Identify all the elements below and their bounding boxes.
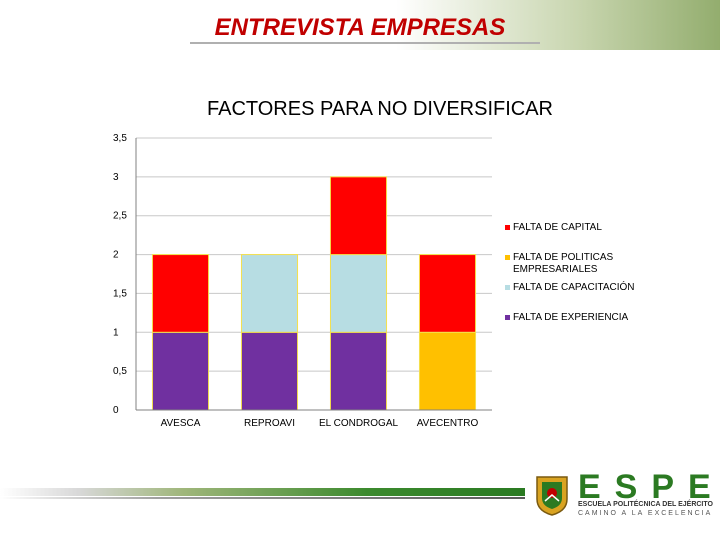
footer-stripe [0, 488, 525, 496]
x-tick-label: AVECENTRO [417, 418, 479, 429]
legend-label: FALTA DE EXPERIENCIA [513, 312, 629, 323]
espe-logo-subtitle: ESCUELA POLITÉCNICA DEL EJÉRCITO [578, 501, 713, 508]
espe-logo-motto: CAMINO A LA EXCELENCIA [578, 510, 713, 517]
chart-title: FACTORES PARA NO DIVERSIFICAR [207, 98, 553, 120]
title-underline [190, 42, 540, 44]
espe-logo-text: ESPE [578, 468, 720, 506]
y-tick-label: 2,5 [113, 211, 127, 222]
espe-seal-icon [536, 476, 568, 516]
bar-segment [240, 254, 299, 333]
bar-segment [151, 331, 210, 411]
tick-labels: 0 0,5 1 1,5 2 2,5 3 3,5 AVESCA REPROAVI EL CONDROG… [113, 133, 478, 429]
y-tick-label: 1,5 [113, 288, 127, 299]
x-tick-label: REPROAVI [244, 418, 295, 429]
y-tick-label: 3,5 [113, 133, 127, 144]
legend-label: FALTA DE POLITICAS EMPRESARIALES [513, 252, 614, 275]
bar-segment [151, 254, 210, 333]
legend-item: FALTA DE CAPITAL [505, 222, 643, 234]
bar-segment [329, 176, 388, 256]
y-tick-label: 1 [113, 327, 119, 338]
legend-item: FALTA DE CAPACITACIÓN [505, 282, 643, 294]
legend-item: FALTA DE POLITICAS EMPRESARIALES [505, 252, 643, 276]
bar-segment [418, 254, 477, 333]
x-tick-label: AVESCA [161, 418, 201, 429]
bars [151, 176, 477, 411]
legend-swatch [505, 285, 510, 290]
legend-label: FALTA DE CAPITAL [513, 222, 602, 233]
slide-title: ENTREVISTA EMPRESAS [214, 14, 506, 41]
y-tick-label: 3 [113, 172, 119, 183]
bar-segment [329, 254, 388, 333]
title-bar [0, 0, 720, 50]
y-tick-label: 0,5 [113, 366, 127, 377]
y-tick-label: 2 [113, 250, 119, 261]
bar-segment [329, 331, 388, 411]
legend-item: FALTA DE EXPERIENCIA [505, 312, 643, 324]
legend-swatch [505, 255, 510, 260]
legend-swatch [505, 315, 510, 320]
bar-segment [240, 331, 299, 411]
axes [135, 138, 492, 411]
x-tick-label: EL CONDROGAL [319, 418, 399, 429]
footer-stripe-shadow [0, 497, 525, 499]
y-tick-label: 0 [113, 405, 119, 416]
legend-label: FALTA DE CAPACITACIÓN [513, 282, 635, 293]
bar-segment [418, 331, 477, 411]
legend-swatch [505, 225, 510, 230]
